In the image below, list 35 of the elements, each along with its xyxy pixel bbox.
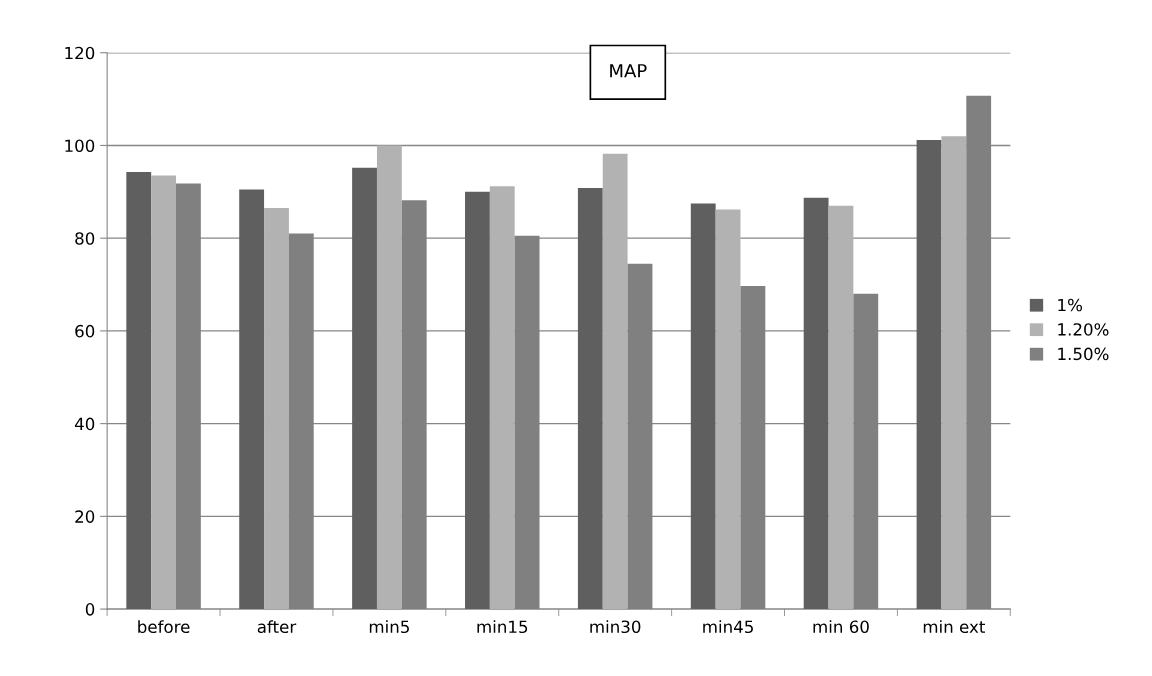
x-tick-label: min30	[590, 620, 641, 634]
bar	[828, 205, 854, 610]
bar	[577, 188, 603, 610]
x-tick-label: min5	[369, 620, 409, 634]
bar	[151, 175, 176, 610]
bar	[690, 203, 716, 610]
x-tick-label: min ext	[923, 620, 985, 634]
y-tick-label: 120	[65, 46, 95, 60]
y-tick-label: 40	[74, 417, 95, 431]
y-tick-label: 20	[75, 510, 95, 523]
bar	[239, 189, 265, 610]
bar	[715, 209, 741, 610]
bar	[803, 197, 829, 610]
legend-label: 1.20%	[1058, 323, 1109, 336]
bar	[376, 145, 402, 610]
bar	[941, 136, 967, 610]
y-tick-label: 60	[75, 324, 95, 338]
y-tick-label: 100	[65, 139, 95, 153]
chart-title: MAP	[610, 64, 647, 78]
x-tick-label: min45	[703, 620, 753, 634]
y-tick-label: 80	[75, 232, 95, 245]
bar	[916, 139, 942, 610]
legend-label: 1%	[1058, 298, 1083, 312]
bar	[264, 208, 289, 610]
bar	[465, 191, 490, 610]
bar	[489, 186, 515, 610]
x-tick-label: before	[138, 620, 190, 634]
x-tick-label: min15	[477, 620, 528, 634]
bar	[126, 171, 152, 610]
x-tick-label: min 60	[813, 620, 869, 634]
bar	[602, 153, 628, 610]
y-tick-label: 0	[85, 603, 95, 616]
x-tick-label: after	[257, 620, 297, 634]
bar	[352, 167, 377, 610]
legend-label: 1.50%	[1058, 347, 1109, 361]
